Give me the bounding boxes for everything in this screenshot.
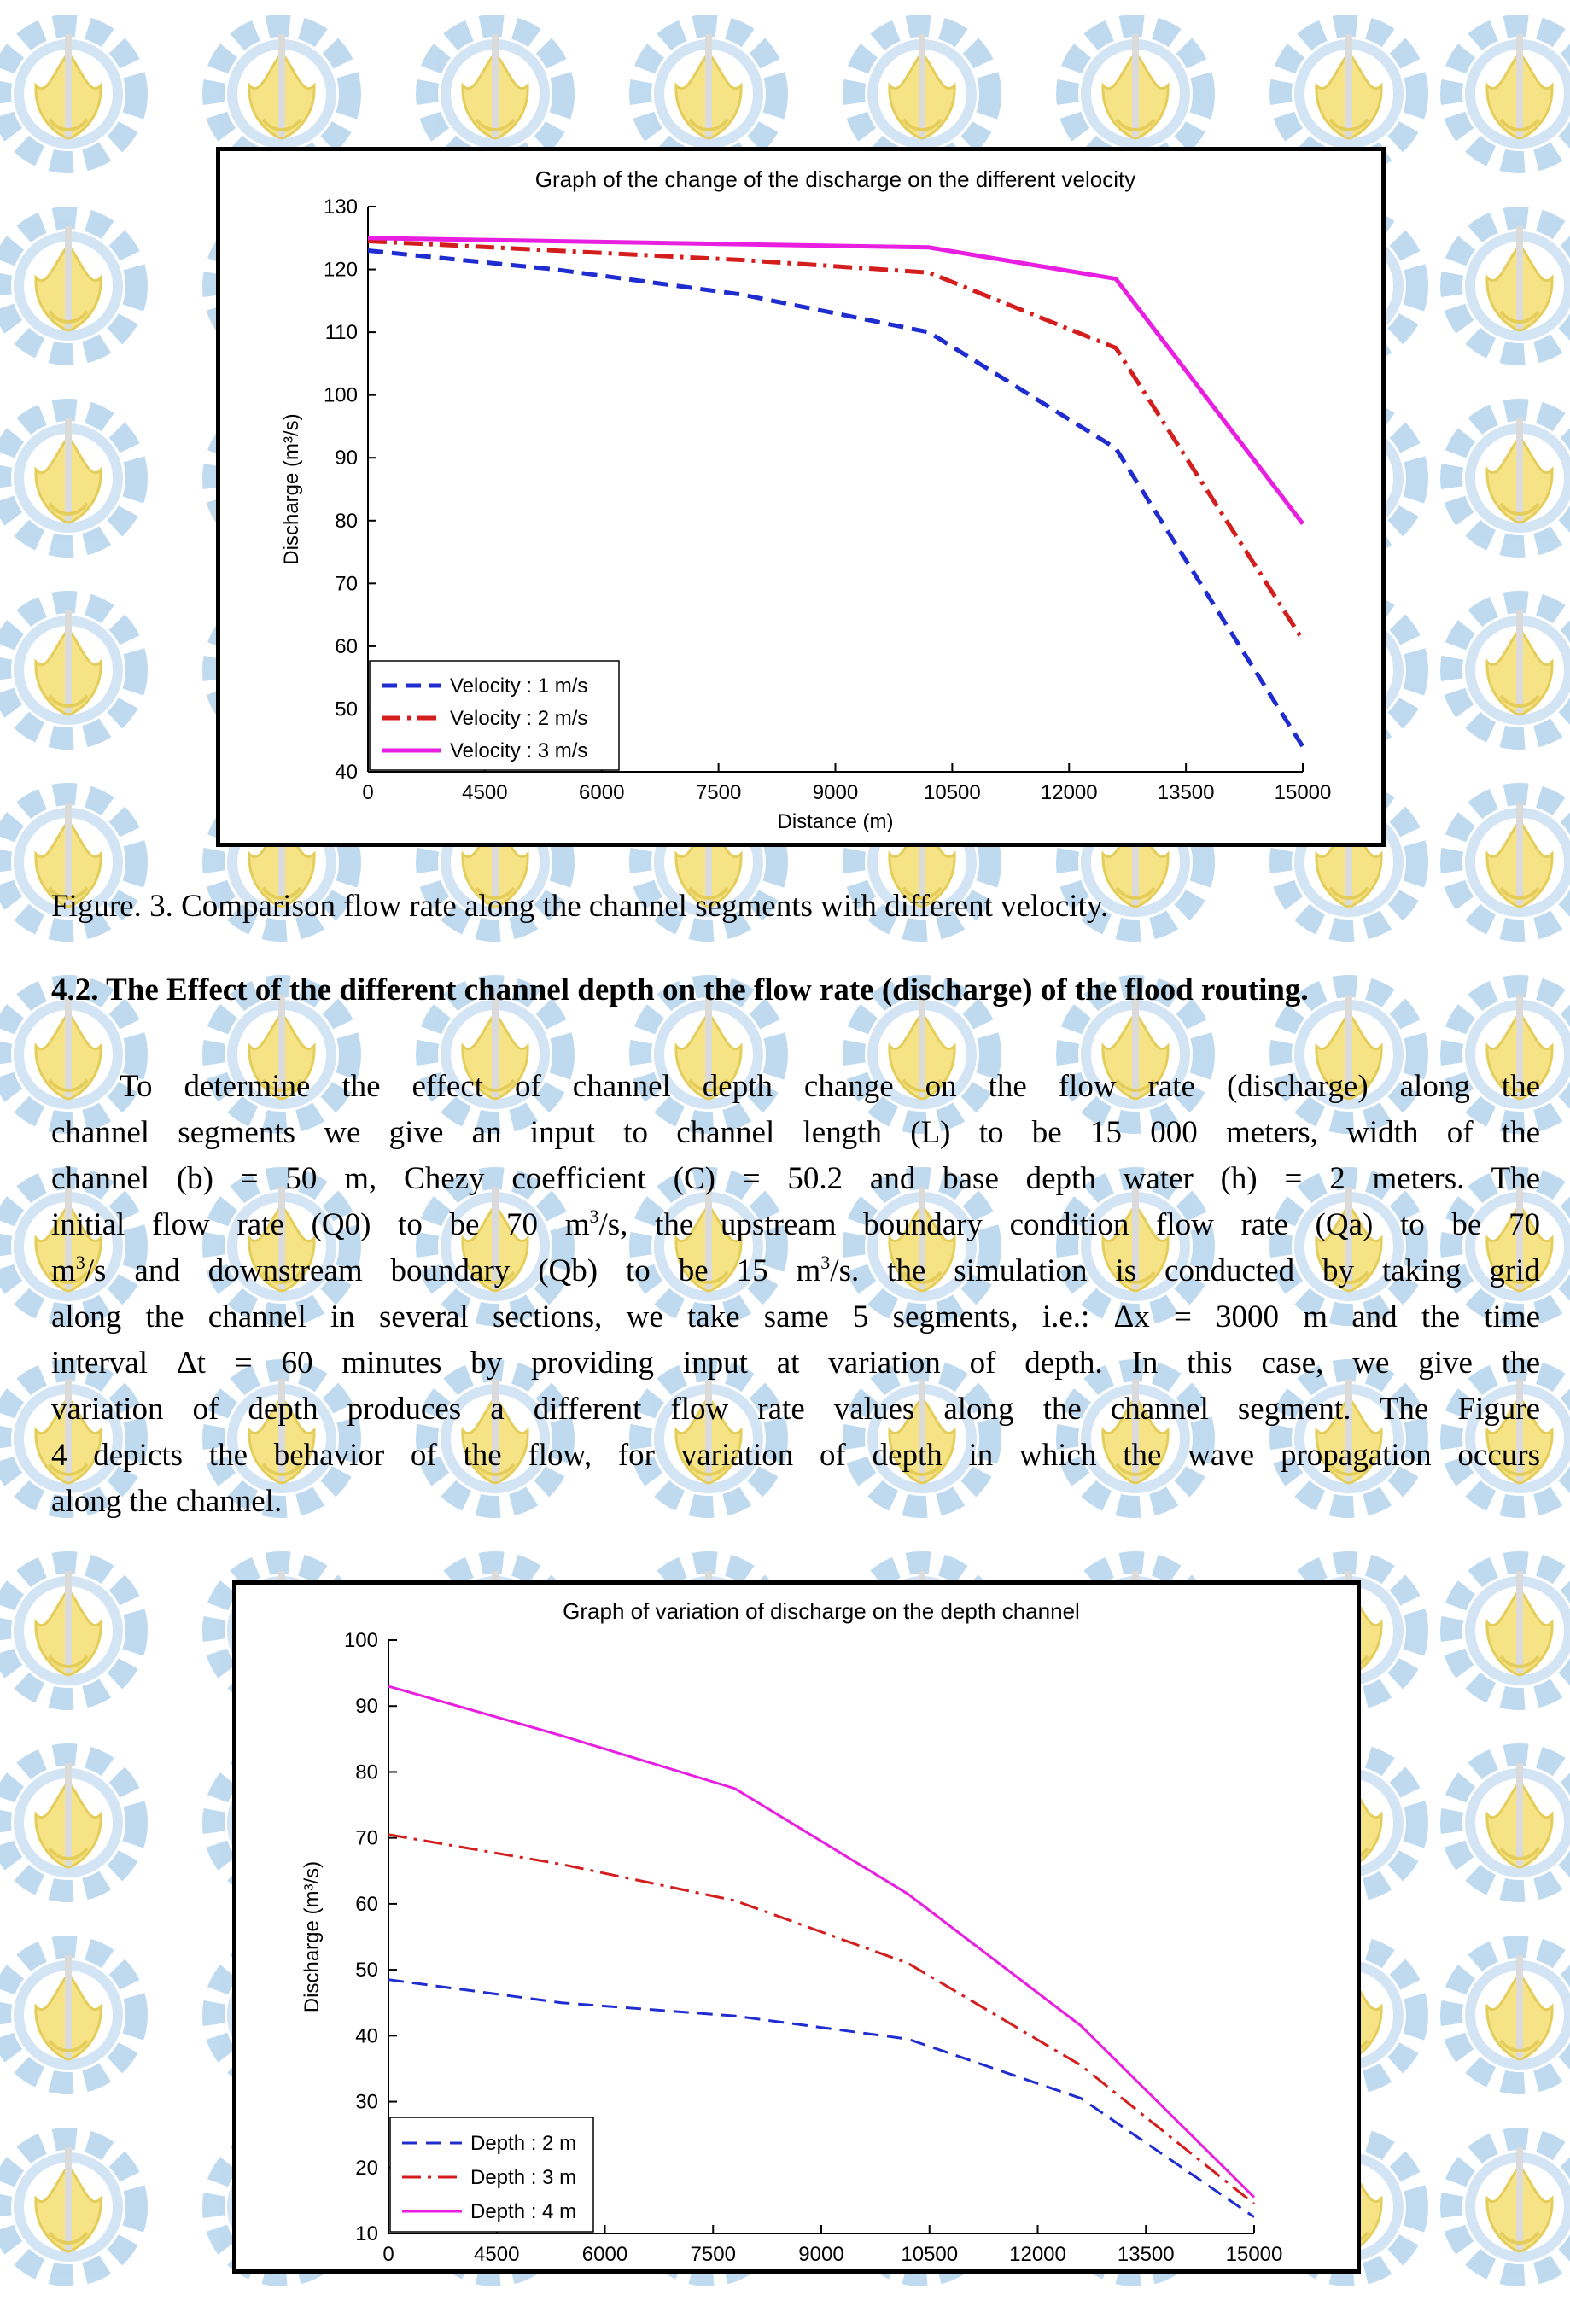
y-axis-label: Discharge (m³/s) xyxy=(280,413,303,564)
x-tick-label: 7500 xyxy=(691,2243,736,2266)
y-tick-label: 70 xyxy=(355,1827,378,1850)
chart-title: Graph of the change of the discharge on … xyxy=(535,166,1135,192)
y-tick-label: 60 xyxy=(355,1893,378,1916)
x-tick-label: 15000 xyxy=(1226,2243,1283,2266)
paragraph-line: To determine the effect of channel depth… xyxy=(120,1069,1540,1104)
paragraph-line: along the channel. xyxy=(51,1484,283,1519)
x-tick-label: 6000 xyxy=(579,781,624,804)
x-tick-label: 4500 xyxy=(462,781,507,804)
y-tick-label: 50 xyxy=(335,698,358,721)
x-tick-label: 15000 xyxy=(1275,781,1332,804)
x-axis-label: Distance (m) xyxy=(777,810,893,833)
x-tick-label: 9000 xyxy=(798,2243,843,2266)
x-tick-label: 10500 xyxy=(901,2243,958,2266)
paragraph-line: variation of depth produces a different … xyxy=(51,1392,1540,1427)
series-line xyxy=(367,238,1305,641)
legend-label: Depth : 4 m xyxy=(470,2200,576,2223)
paragraph-line: 4 depicts the behavior of the flow, for … xyxy=(51,1438,1540,1473)
x-tick-label: 4500 xyxy=(474,2243,519,2266)
paragraph-line: m3/s and downstream boundary (Qb) to be … xyxy=(51,1248,1540,1294)
y-tick-label: 40 xyxy=(335,761,358,784)
superscript: 3 xyxy=(820,1252,831,1273)
paragraph-line: interval Δt = 60 minutes by providing in… xyxy=(51,1346,1540,1381)
x-tick-label: 13500 xyxy=(1158,781,1215,804)
y-tick-label: 100 xyxy=(324,384,358,407)
x-tick-label: 7500 xyxy=(696,781,741,804)
y-tick-label: 10 xyxy=(355,2222,378,2245)
chart-title: Graph of variation of discharge on the d… xyxy=(563,1598,1080,1624)
legend-label: Velocity : 1 m/s xyxy=(450,674,587,698)
y-tick-label: 50 xyxy=(355,1959,378,1982)
y-tick-label: 120 xyxy=(324,259,358,282)
text-span: /s and downstream boundary (Qb) to be 15… xyxy=(85,1253,821,1288)
y-tick-label: 70 xyxy=(335,572,358,595)
x-tick-label: 6000 xyxy=(582,2243,627,2266)
y-tick-label: 130 xyxy=(324,196,358,219)
y-tick-label: 40 xyxy=(355,2024,378,2047)
y-tick-label: 90 xyxy=(355,1695,378,1718)
y-tick-label: 30 xyxy=(355,2091,378,2114)
x-tick-label: 13500 xyxy=(1118,2243,1175,2266)
x-tick-label: 12000 xyxy=(1009,2243,1066,2266)
y-tick-label: 80 xyxy=(355,1761,378,1784)
legend-label: Depth : 3 m xyxy=(470,2166,576,2189)
legend xyxy=(389,2117,594,2233)
section-paragraph: To determine the effect of channel depth… xyxy=(51,1064,1540,1525)
x-tick-label: 12000 xyxy=(1041,781,1098,804)
figure-4-box: Graph of variation of discharge on the d… xyxy=(232,1580,1361,2274)
legend-label: Velocity : 3 m/s xyxy=(450,739,587,762)
paragraph-line: initial flow rate (Q0) to be 70 m3/s, th… xyxy=(51,1202,1540,1248)
series-line xyxy=(367,236,1304,525)
figure-3-box: Graph of the change of the discharge on … xyxy=(216,147,1386,847)
superscript: 3 xyxy=(75,1252,85,1273)
paragraph-line: along the channel in several sections, w… xyxy=(51,1299,1540,1334)
y-tick-label: 80 xyxy=(335,510,358,533)
x-tick-label: 0 xyxy=(362,781,373,804)
y-axis-label: Discharge (m³/s) xyxy=(301,1861,324,2012)
y-tick-label: 60 xyxy=(335,635,358,658)
x-tick-label: 0 xyxy=(382,2243,394,2266)
y-tick-label: 110 xyxy=(325,321,358,344)
y-tick-label: 100 xyxy=(344,1629,378,1652)
text-span: m xyxy=(51,1253,76,1288)
text-span: /s, the upstream boundary condition flow… xyxy=(598,1207,1540,1242)
paragraph-line: channel (b) = 50 m, Chezy coefficient (C… xyxy=(51,1161,1540,1196)
series-line xyxy=(388,1685,1256,2198)
x-tick-label: 9000 xyxy=(813,781,858,804)
figure-3-chart: Graph of the change of the discharge on … xyxy=(280,166,1332,833)
text-span: initial flow rate (Q0) to be 70 m xyxy=(51,1207,590,1242)
y-tick-label: 20 xyxy=(355,2157,378,2180)
superscript: 3 xyxy=(589,1206,599,1227)
series-line xyxy=(388,1978,1255,2218)
paragraph-line: channel segments we give an input to cha… xyxy=(51,1115,1540,1150)
x-tick-label: 10500 xyxy=(924,781,981,804)
figure-4-chart: Graph of variation of discharge on the d… xyxy=(301,1598,1283,2266)
series-line xyxy=(388,1833,1255,2205)
legend-label: Depth : 2 m xyxy=(470,2132,576,2155)
figure-3-caption: Figure. 3. Comparison flow rate along th… xyxy=(51,889,1109,924)
text-span: /s. the simulation is conducted by takin… xyxy=(830,1253,1540,1288)
legend-label: Velocity : 2 m/s xyxy=(450,707,587,730)
section-heading: 4.2. The Effect of the different channel… xyxy=(51,972,1309,1007)
y-tick-label: 90 xyxy=(335,447,358,470)
series-line xyxy=(367,248,1305,748)
